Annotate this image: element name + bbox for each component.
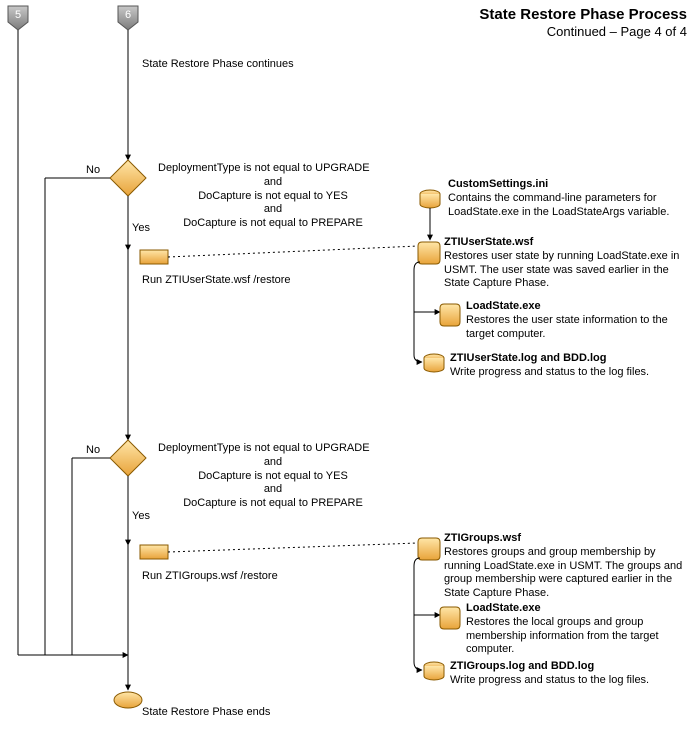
zuslog-body: Write progress and status to the log fil… [450, 366, 680, 380]
d2-l1: DeploymentType is not equal to UPGRADE [158, 442, 388, 456]
scroll-icon-loadstate-1 [440, 304, 460, 326]
decision-2 [110, 440, 146, 476]
ls2-title: LoadState.exe [466, 602, 690, 616]
label-ends: State Restore Phase ends [142, 706, 270, 720]
ls1-body: Restores the user state information to t… [466, 314, 678, 342]
process-2-shape [140, 545, 168, 559]
offpage-6-label: 6 [125, 9, 131, 21]
scroll-icon-ztigroups [418, 538, 440, 560]
callout-ztiuserstate: ZTIUserState.wsf Restores user state by … [444, 236, 680, 291]
scroll-icon-loadstate-2 [440, 607, 460, 629]
disk-icon-customsettings [420, 190, 440, 208]
d1-l5: DoCapture is not equal to PREPARE [158, 217, 388, 231]
decision-1 [110, 160, 146, 196]
d2-l2: and [158, 456, 388, 470]
d2-yes-label: Yes [132, 510, 150, 524]
cs-title: CustomSettings.ini [448, 178, 678, 192]
callout-zglog: ZTIGroups.log and BDD.log Write progress… [450, 660, 680, 688]
d1-l4: and [158, 203, 388, 217]
d2-l3: DoCapture is not equal to YES [158, 470, 388, 484]
dash-p1 [168, 246, 418, 257]
offpage-5-label: 5 [15, 9, 21, 21]
zg-body: Restores groups and group membership by … [444, 546, 692, 601]
offpage-6: 6 [118, 6, 138, 30]
scroll-icon-ztiuserstate [418, 242, 440, 264]
decision-2-text: DeploymentType is not equal to UPGRADE a… [158, 442, 388, 511]
callout-loadstate-1: LoadState.exe Restores the user state in… [466, 300, 678, 341]
page-title: State Restore Phase Process [367, 6, 687, 23]
d1-yes-label: Yes [132, 222, 150, 236]
terminator-end [114, 692, 142, 708]
page-subtitle: Continued – Page 4 of 4 [367, 24, 687, 39]
d1-l3: DoCapture is not equal to YES [158, 190, 388, 204]
diagram-canvas: 5 6 [0, 0, 699, 746]
decision-1-text: DeploymentType is not equal to UPGRADE a… [158, 162, 388, 231]
zuslog-title: ZTIUserState.log and BDD.log [450, 352, 680, 366]
cs-body: Contains the command-line parameters for… [448, 192, 678, 220]
ls2-body: Restores the local groups and group memb… [466, 616, 690, 657]
d1-l2: and [158, 176, 388, 190]
bracket-zg [414, 558, 422, 670]
process-1-shape [140, 250, 168, 264]
label-continues: State Restore Phase continues [142, 58, 294, 72]
zglog-body: Write progress and status to the log fil… [450, 674, 680, 688]
d2-l5: DoCapture is not equal to PREPARE [158, 497, 388, 511]
d1-no-label: No [86, 164, 100, 178]
d2-no-label: No [86, 444, 100, 458]
disk-icon-zglog [424, 662, 444, 680]
offpage-5: 5 [8, 6, 28, 30]
zus-body: Restores user state by running LoadState… [444, 250, 680, 291]
disk-icon-zuslog [424, 354, 444, 372]
process-1-label: Run ZTIUserState.wsf /restore [142, 274, 291, 288]
zglog-title: ZTIGroups.log and BDD.log [450, 660, 680, 674]
ls1-title: LoadState.exe [466, 300, 678, 314]
d2-l4: and [158, 483, 388, 497]
callout-zuslog: ZTIUserState.log and BDD.log Write progr… [450, 352, 680, 380]
d1-l1: DeploymentType is not equal to UPGRADE [158, 162, 388, 176]
callout-ztigroups: ZTIGroups.wsf Restores groups and group … [444, 532, 692, 601]
zus-title: ZTIUserState.wsf [444, 236, 680, 250]
callout-customsettings: CustomSettings.ini Contains the command-… [448, 178, 678, 219]
process-2-label: Run ZTIGroups.wsf /restore [142, 570, 278, 584]
callout-loadstate-2: LoadState.exe Restores the local groups … [466, 602, 690, 657]
dash-p2 [168, 543, 418, 552]
zg-title: ZTIGroups.wsf [444, 532, 692, 546]
